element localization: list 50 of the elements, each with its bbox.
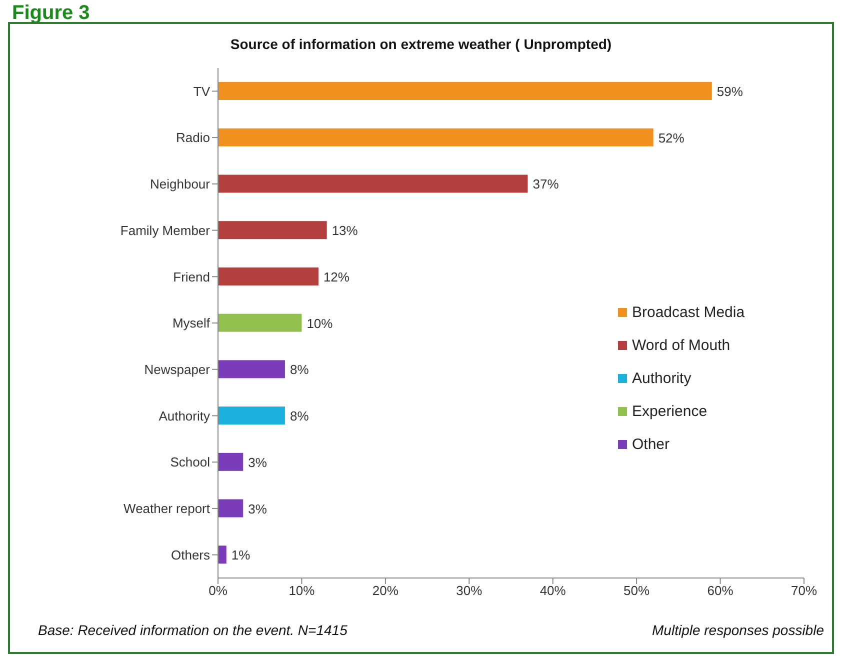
data-label: 59% [716,84,744,99]
legend-label: Other [632,436,670,453]
y-tick-label: Weather report [124,501,210,516]
x-tick-label: 20% [372,583,399,598]
data-label: 13% [332,223,358,238]
bar [218,546,226,564]
y-tick-label: Friend [173,269,210,284]
legend-label: Word of Mouth [632,337,730,354]
bar [218,174,528,193]
data-label: 8% [290,408,310,424]
x-tick-label: 50% [624,583,650,598]
y-tick-label: School [170,454,210,470]
bar [218,360,285,378]
data-label: 8% [290,362,310,378]
y-tick-label: Newspaper [144,362,211,377]
bar [218,267,318,286]
data-label: 3% [248,454,268,470]
bar [218,221,327,240]
bar [218,314,302,332]
x-tick-label: 10% [288,583,316,598]
legend-label: Broadcast Media [632,304,745,321]
y-tick-label: TV [193,84,210,99]
x-tick-label: 70% [790,583,818,598]
bar [218,406,285,425]
bar [218,499,244,518]
text: Multiple responses possible [652,622,824,638]
bar [218,82,712,100]
data-label: 10% [306,316,334,331]
chart-title: Source of information on extreme weather ( Unprompted) [229,36,613,52]
y-tick-label: Family Member [120,222,211,238]
data-label: 3% [248,501,268,516]
x-tick-label: 40% [540,583,566,598]
bar [218,128,654,146]
y-tick-label: Authority [158,408,210,424]
bar [218,452,244,471]
x-tick-label: 30% [456,583,483,598]
data-label: 37% [532,176,560,192]
text: Base: Received information on the event. N=1415 [38,622,348,638]
data-label: 52% [658,130,685,146]
legend-label: Experience [632,403,708,420]
caption: Figure 3 [12,2,90,25]
y-tick-label: Neighbour [150,176,211,192]
legend-label: Authority [632,370,692,387]
data-label: 12% [323,269,350,284]
y-tick-label: Radio [176,130,210,146]
x-tick-label: 0% [208,583,228,598]
y-tick-label: Others [170,547,210,562]
x-tick-label: 60% [707,583,734,598]
data-label: 1% [231,548,251,563]
y-tick-label: Myself [172,316,210,331]
